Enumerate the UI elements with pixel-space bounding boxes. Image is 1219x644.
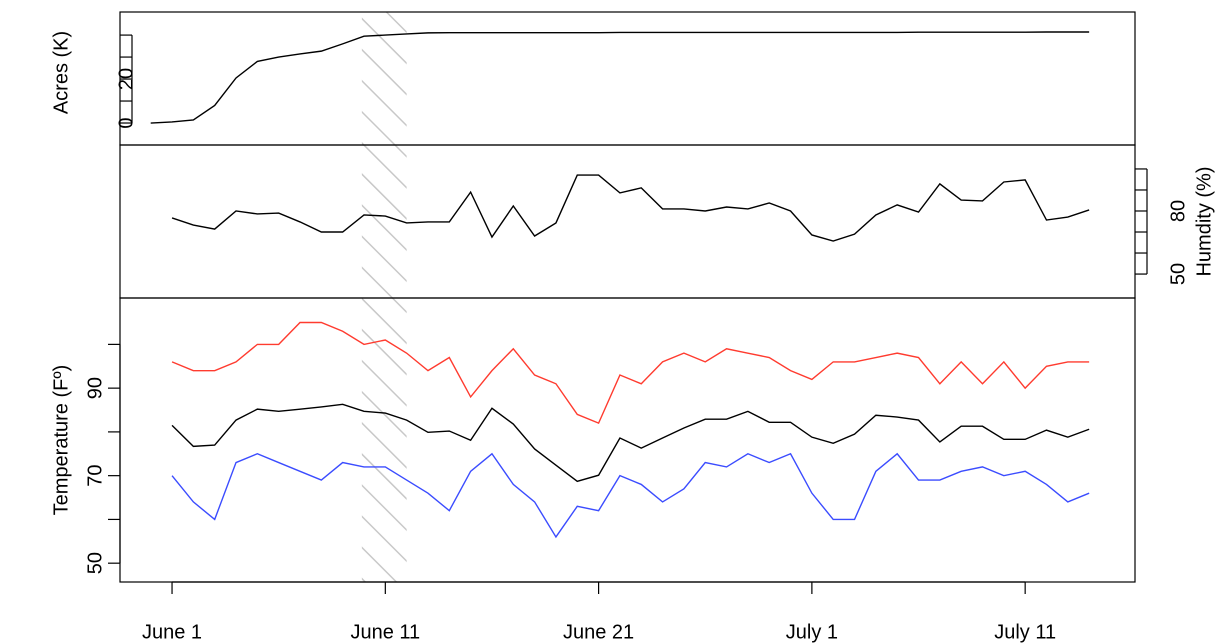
data-line: [171, 174, 1090, 242]
data-line: [150, 31, 1090, 124]
x-tick-label: June 21: [563, 621, 634, 643]
x-tick-label: June 1: [142, 621, 202, 643]
x-tick-label: July 1: [786, 621, 838, 643]
data-line: [171, 321, 1090, 425]
y-axis-title: Temperature (Fº): [50, 365, 72, 516]
panel-frame: [119, 144, 1136, 299]
y-tick-label: 80: [1167, 200, 1189, 222]
data-line: [171, 403, 1090, 483]
x-tick-label: June 11: [350, 621, 420, 643]
y-tick-label: 20: [115, 68, 137, 90]
y-axis-title: Acres (K): [50, 31, 72, 114]
y-tick-label: 50: [1167, 263, 1189, 285]
y-tick-label: 70: [84, 465, 106, 487]
y-tick-label: 0: [115, 117, 137, 128]
highlight-band: [361, 12, 407, 582]
y-tick-label: 90: [84, 377, 106, 399]
y-tick-label: 50: [84, 552, 106, 574]
panel-frame: [119, 297, 1136, 583]
data-line: [171, 452, 1090, 539]
x-tick-label: July 11: [994, 621, 1056, 643]
y-axis-title: Humdity (%): [1193, 166, 1215, 276]
